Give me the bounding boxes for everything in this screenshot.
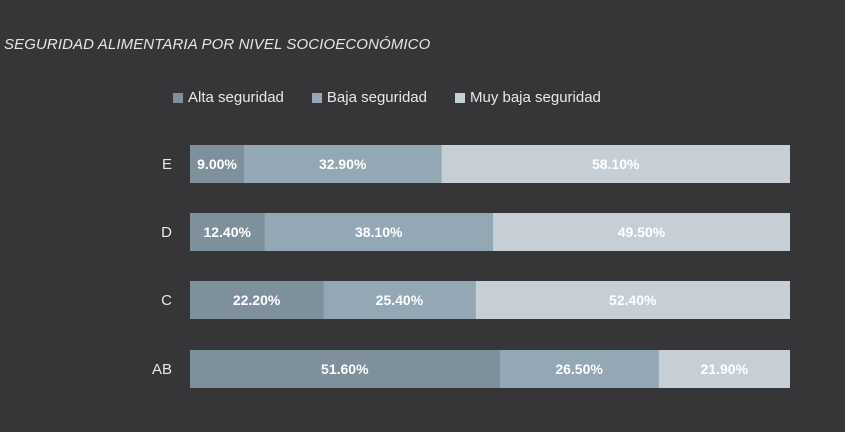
bar-segment xyxy=(323,281,476,319)
legend-item: Baja seguridad xyxy=(311,89,427,106)
legend: Alta seguridad Baja seguridad Muy baja seg… xyxy=(173,89,601,106)
bar-segment xyxy=(190,213,265,251)
bar-segment xyxy=(475,281,790,319)
data-label: 52.40% xyxy=(609,292,657,308)
data-label: 9.00% xyxy=(197,156,237,172)
bar-segment xyxy=(190,281,324,319)
data-label: 32.90% xyxy=(319,156,367,172)
bar-segment xyxy=(441,145,790,183)
legend-label: Baja seguridad xyxy=(326,89,427,106)
data-label: 22.20% xyxy=(233,292,281,308)
bar-segment xyxy=(244,145,442,183)
category-label: D xyxy=(161,224,172,241)
bar-segment xyxy=(190,145,244,183)
data-label: 26.50% xyxy=(555,361,603,377)
data-label: 58.10% xyxy=(592,156,640,172)
legend-item: Muy baja seguridad xyxy=(454,89,601,106)
legend-item: Alta seguridad xyxy=(173,89,284,106)
category-label: E xyxy=(162,156,172,173)
chart-title: SEGURIDAD ALIMENTARIA POR NIVEL SOCIOECO… xyxy=(4,36,431,53)
data-label: 49.50% xyxy=(618,224,666,240)
data-label: 51.60% xyxy=(321,361,369,377)
bar-segment xyxy=(190,350,500,388)
bar-segment xyxy=(493,213,790,251)
data-label: 21.90% xyxy=(701,361,749,377)
bar-segment xyxy=(264,213,493,251)
data-label: 38.10% xyxy=(355,224,403,240)
data-label: 12.40% xyxy=(203,224,251,240)
bar-segment xyxy=(658,350,790,388)
legend-label: Alta seguridad xyxy=(188,89,284,106)
category-label: C xyxy=(161,292,172,309)
legend-swatch xyxy=(454,92,465,103)
category-label: AB xyxy=(152,361,172,378)
legend-swatch xyxy=(173,92,183,103)
data-label: 25.40% xyxy=(376,292,424,308)
bar-segment xyxy=(499,350,659,388)
legend-swatch xyxy=(311,92,322,103)
legend-label: Muy baja seguridad xyxy=(469,89,601,106)
